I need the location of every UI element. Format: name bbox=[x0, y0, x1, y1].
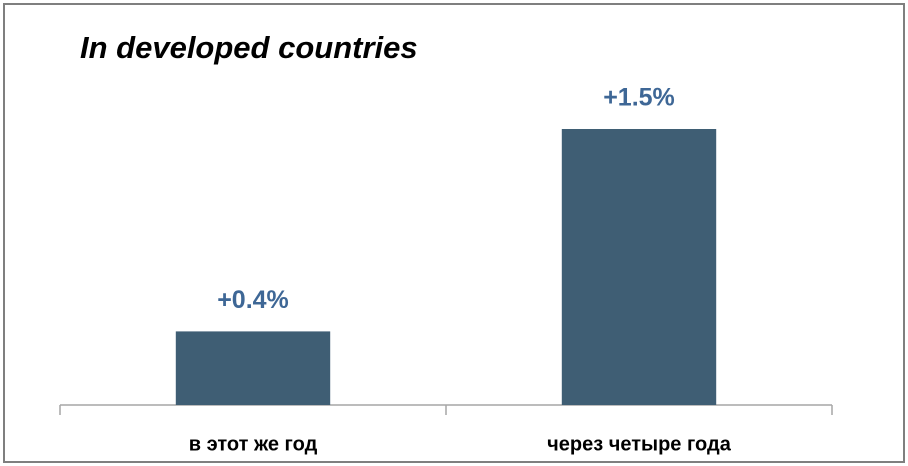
bar bbox=[561, 129, 717, 405]
chart-title: In developed countries bbox=[80, 30, 418, 65]
bar bbox=[175, 331, 331, 405]
x-tick-label: через четыре года bbox=[547, 433, 732, 455]
x-tick-label: в этот же год bbox=[189, 433, 318, 455]
chart-border bbox=[3, 3, 905, 463]
data-label: +1.5% bbox=[603, 84, 675, 112]
data-label: +0.4% bbox=[217, 286, 289, 314]
